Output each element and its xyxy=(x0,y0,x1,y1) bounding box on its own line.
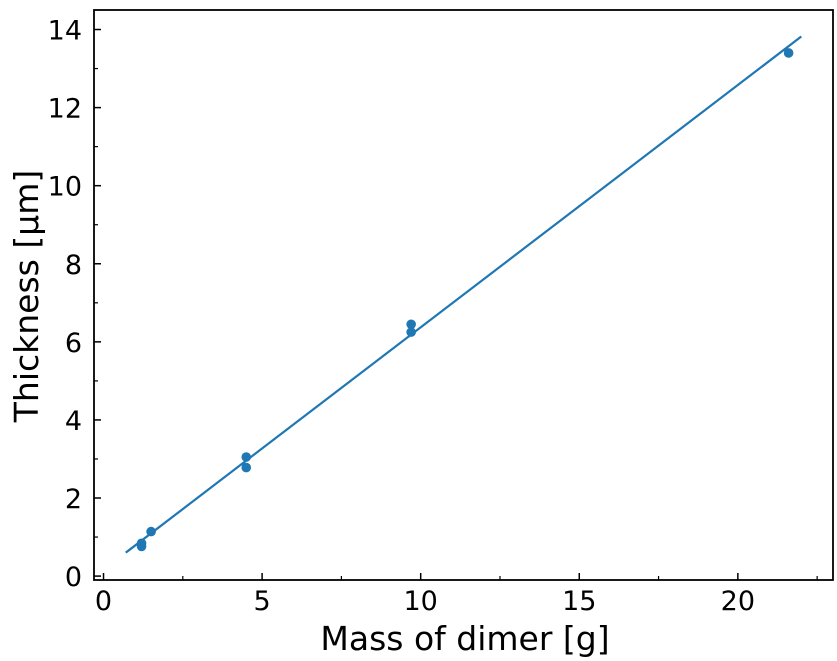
y-axis-title: Thickness [µm] xyxy=(7,170,46,423)
y-tick-label: 14 xyxy=(48,16,82,47)
data-point xyxy=(406,327,416,337)
x-tick-label: 15 xyxy=(562,586,596,617)
y-tick-label: 8 xyxy=(65,250,82,281)
x-tick-label: 10 xyxy=(404,586,438,617)
y-tick-label: 2 xyxy=(65,484,82,515)
y-tick-label: 12 xyxy=(48,94,82,125)
fit-line xyxy=(125,35,802,554)
data-point xyxy=(406,319,416,330)
y-tick-label: 4 xyxy=(65,406,82,437)
x-tick-label: 20 xyxy=(721,586,755,617)
y-tick-label: 10 xyxy=(48,172,82,203)
plot-frame xyxy=(93,9,834,581)
plot-area: 0 5 10 15 20 0 2 4 6 8 10 12 14 xyxy=(48,9,834,617)
y-tick-label: 0 xyxy=(65,562,82,593)
data-point xyxy=(783,48,794,58)
y-tick-label: 6 xyxy=(65,328,82,359)
x-tick-label: 5 xyxy=(254,586,271,617)
x-axis-title: Mass of dimer [g] xyxy=(320,619,609,658)
data-point xyxy=(241,462,252,473)
x-tick-label: 0 xyxy=(95,586,112,617)
data-point xyxy=(136,538,147,549)
